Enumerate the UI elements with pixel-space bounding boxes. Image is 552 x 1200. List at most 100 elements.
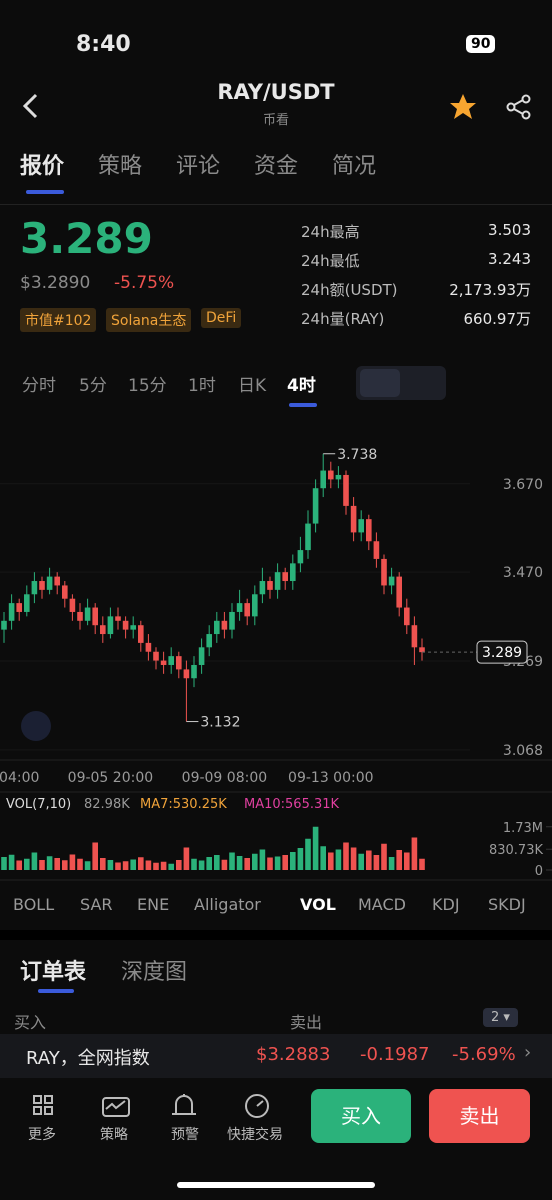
indicator[interactable]: SAR bbox=[80, 895, 113, 914]
volume-bar bbox=[92, 842, 98, 870]
tab[interactable]: 资金 bbox=[254, 154, 299, 179]
interval[interactable]: 4时 bbox=[287, 376, 316, 396]
candle-body bbox=[366, 519, 372, 542]
chevron: › bbox=[524, 1042, 532, 1063]
nav-label[interactable]: 快捷交易 bbox=[227, 1127, 283, 1143]
favorite-icon[interactable] bbox=[448, 92, 478, 122]
volume-bar bbox=[138, 857, 144, 870]
volume-bar bbox=[145, 860, 152, 870]
candle-body bbox=[31, 581, 38, 595]
back-icon[interactable] bbox=[20, 92, 44, 120]
current-price-label: 3.289 bbox=[482, 645, 522, 661]
candle-body bbox=[160, 660, 167, 665]
interval[interactable]: 分时 bbox=[22, 376, 56, 396]
volume-bar bbox=[1, 857, 7, 870]
x-tick-label: 09-09 08:00 bbox=[182, 770, 267, 786]
candle-body bbox=[274, 572, 281, 590]
vol-title: VOL(7,10) bbox=[6, 797, 71, 812]
stat-label: 24h额(USDT) bbox=[301, 281, 398, 299]
candle-body bbox=[39, 581, 45, 590]
volume-bar bbox=[388, 857, 395, 870]
indicator[interactable]: SKDJ bbox=[488, 895, 526, 914]
candle-body bbox=[373, 541, 380, 559]
candle-body bbox=[305, 523, 311, 551]
y-tick-label: 3.068 bbox=[503, 743, 543, 759]
tag[interactable]: Solana生态 bbox=[106, 308, 192, 332]
interval[interactable]: 日K bbox=[238, 376, 267, 396]
volume-bar bbox=[31, 852, 38, 870]
volume-bar bbox=[404, 852, 410, 870]
tab-indicator bbox=[26, 190, 64, 194]
candle-body bbox=[84, 607, 91, 621]
stat-value: 660.97万 bbox=[463, 310, 532, 328]
candle-body bbox=[153, 651, 159, 661]
volume-bar bbox=[107, 860, 114, 870]
candle-body bbox=[221, 620, 228, 630]
divider bbox=[0, 204, 552, 205]
tab[interactable]: 评论 bbox=[176, 154, 221, 179]
tag[interactable]: 市值#102 bbox=[20, 308, 97, 332]
indicator[interactable]: KDJ bbox=[432, 895, 460, 914]
nav-label[interactable]: 策略 bbox=[100, 1127, 128, 1143]
ticker-bar[interactable] bbox=[0, 1034, 552, 1078]
stat-value: 3.243 bbox=[488, 250, 531, 268]
candle-body bbox=[343, 474, 349, 506]
candle-body bbox=[229, 611, 235, 630]
volume-bar bbox=[320, 846, 326, 870]
nav-label[interactable]: 更多 bbox=[28, 1127, 56, 1143]
volume-bar bbox=[160, 861, 167, 870]
share-icon[interactable] bbox=[506, 94, 532, 120]
order-tab[interactable]: 订单表 bbox=[20, 960, 87, 985]
candle-body bbox=[176, 656, 182, 670]
indicator[interactable]: ENE bbox=[137, 895, 170, 914]
sell-button[interactable]: 卖出 bbox=[429, 1089, 530, 1143]
interval[interactable]: 5分 bbox=[79, 376, 107, 396]
candle-body bbox=[297, 550, 304, 564]
stat-label: 24h最低 bbox=[301, 252, 360, 270]
volume-bar bbox=[214, 855, 220, 870]
volume-bar bbox=[183, 847, 190, 870]
buy-button[interactable]: 买入 bbox=[311, 1089, 411, 1143]
volume-bar bbox=[176, 860, 182, 870]
indicator[interactable]: VOL bbox=[300, 895, 336, 914]
order-tab-indicator bbox=[38, 989, 74, 993]
depth-select[interactable]: 2 ▾ bbox=[483, 1008, 518, 1027]
chart-type-selected[interactable] bbox=[360, 369, 400, 397]
candle-body bbox=[8, 603, 15, 621]
stat-value: 3.503 bbox=[488, 221, 531, 239]
candle-body bbox=[312, 488, 319, 524]
candle-body bbox=[16, 603, 22, 612]
tab[interactable]: 策略 bbox=[98, 154, 143, 179]
stat-label: 24h最高 bbox=[301, 223, 360, 241]
candle-body bbox=[236, 603, 243, 612]
usd-price: $3.2890 bbox=[20, 273, 91, 293]
interval-indicator bbox=[289, 403, 317, 407]
volume-bar bbox=[419, 858, 425, 870]
candle-body bbox=[168, 656, 174, 665]
volume-bar bbox=[16, 860, 22, 870]
candle-body bbox=[419, 647, 425, 653]
indicator[interactable]: MACD bbox=[358, 895, 406, 914]
candle-body bbox=[206, 634, 212, 648]
volume-bar bbox=[236, 856, 243, 870]
candle-body bbox=[24, 594, 30, 612]
volume-bar bbox=[252, 853, 258, 870]
pair-subtitle: 币看 bbox=[262, 113, 289, 128]
candle-body bbox=[122, 620, 129, 630]
volume-bar bbox=[274, 856, 281, 870]
indicator[interactable]: Alligator bbox=[194, 895, 261, 914]
y-tick-label: 3.470 bbox=[503, 565, 543, 581]
stat-value: 2,173.93万 bbox=[449, 281, 531, 299]
nav-label[interactable]: 预警 bbox=[171, 1127, 199, 1143]
volume-bar bbox=[411, 837, 418, 870]
tag[interactable]: DeFi bbox=[201, 308, 242, 328]
y-tick-label: 830.73K bbox=[489, 843, 543, 858]
tab[interactable]: 报价 bbox=[20, 154, 65, 179]
order-tab[interactable]: 深度图 bbox=[121, 960, 188, 985]
tab[interactable]: 简况 bbox=[332, 154, 377, 179]
low-label: 3.132 bbox=[200, 715, 240, 731]
interval[interactable]: 1时 bbox=[188, 376, 216, 396]
interval[interactable]: 15分 bbox=[128, 376, 167, 396]
indicator[interactable]: BOLL bbox=[13, 895, 55, 914]
